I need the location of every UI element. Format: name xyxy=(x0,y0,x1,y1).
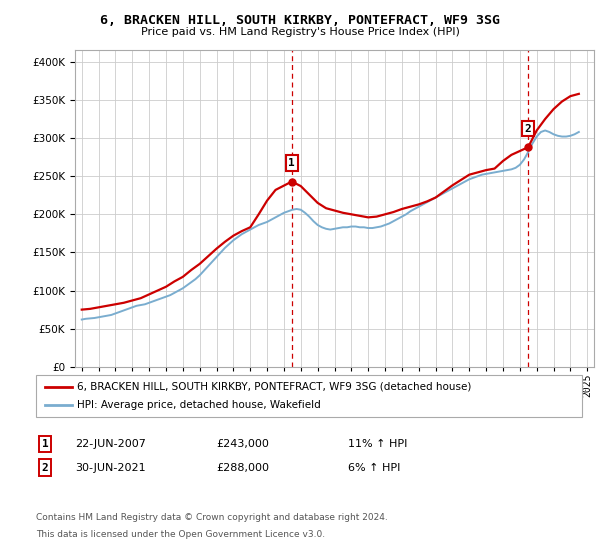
Text: £288,000: £288,000 xyxy=(216,463,269,473)
Text: 1: 1 xyxy=(41,439,49,449)
Text: £243,000: £243,000 xyxy=(216,439,269,449)
Text: 11% ↑ HPI: 11% ↑ HPI xyxy=(348,439,407,449)
Text: HPI: Average price, detached house, Wakefield: HPI: Average price, detached house, Wake… xyxy=(77,400,320,410)
Text: 30-JUN-2021: 30-JUN-2021 xyxy=(75,463,146,473)
Text: 6, BRACKEN HILL, SOUTH KIRKBY, PONTEFRACT, WF9 3SG: 6, BRACKEN HILL, SOUTH KIRKBY, PONTEFRAC… xyxy=(100,14,500,27)
Text: Contains HM Land Registry data © Crown copyright and database right 2024.: Contains HM Land Registry data © Crown c… xyxy=(36,513,388,522)
Text: Price paid vs. HM Land Registry's House Price Index (HPI): Price paid vs. HM Land Registry's House … xyxy=(140,27,460,37)
Text: 6, BRACKEN HILL, SOUTH KIRKBY, PONTEFRACT, WF9 3SG (detached house): 6, BRACKEN HILL, SOUTH KIRKBY, PONTEFRAC… xyxy=(77,382,471,392)
Text: 2: 2 xyxy=(525,124,532,133)
Text: 6% ↑ HPI: 6% ↑ HPI xyxy=(348,463,400,473)
Text: 2: 2 xyxy=(41,463,49,473)
Text: This data is licensed under the Open Government Licence v3.0.: This data is licensed under the Open Gov… xyxy=(36,530,325,539)
Text: 1: 1 xyxy=(289,158,295,168)
Text: 22-JUN-2007: 22-JUN-2007 xyxy=(75,439,146,449)
